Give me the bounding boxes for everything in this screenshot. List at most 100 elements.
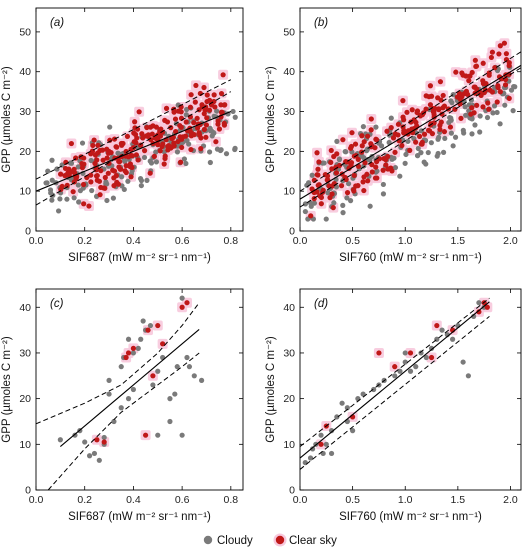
y-tick-label: 0 [289, 226, 295, 238]
clear-sky-point [497, 89, 503, 95]
clear-points [308, 40, 512, 219]
clear-sky-point [486, 106, 492, 112]
clear-sky-point [175, 138, 181, 145]
clear-sky-point [155, 322, 161, 329]
y-tick-label: 50 [19, 26, 31, 38]
cloudy-point [471, 313, 477, 320]
cloudy-point [402, 350, 408, 356]
clear-sky-point [161, 161, 167, 167]
x-tick-label: 0.0 [293, 235, 308, 247]
clear-sky-point [201, 84, 207, 91]
cloudy-point [448, 130, 454, 136]
clear-sky-point [468, 111, 474, 117]
cloudy-point [107, 124, 113, 130]
clear-sky-point [95, 142, 101, 148]
panel-tag: (d) [314, 298, 328, 310]
ci-upper-line [299, 297, 490, 447]
cloudy-point [138, 336, 144, 342]
x-tick-label: 2.0 [503, 494, 518, 506]
cloudy-point [472, 122, 478, 128]
clear-sky-point [86, 203, 92, 209]
cloudy-point [179, 295, 185, 301]
clear-sky-point [123, 163, 129, 169]
y-tick-label: 40 [283, 66, 295, 78]
x-tick-label: 0.5 [345, 235, 360, 247]
cloudy-point [423, 354, 429, 361]
clear-sky-point [80, 181, 87, 188]
cloudy-point [86, 453, 93, 459]
legend-cloudy-label: Cloudy [217, 535, 253, 547]
y-tick-label: 10 [19, 439, 31, 451]
cloudy-point [347, 198, 354, 204]
clear-sky-point [142, 432, 149, 438]
clear-sky-point [104, 155, 110, 161]
cloudy-point [371, 386, 377, 393]
clear-sky-point [361, 139, 367, 145]
clear-sky-point [212, 104, 218, 110]
cloudy-point [321, 160, 327, 166]
clear-sky-point [160, 341, 166, 347]
cloudy-point [359, 153, 365, 159]
cloudy-point [118, 405, 124, 411]
clear-sky-point [365, 133, 371, 139]
cloudy-point [415, 145, 421, 152]
clear-sky-point [414, 108, 421, 114]
legend-clear-label: Clear sky [289, 535, 337, 547]
y-tick-label: 10 [283, 186, 295, 198]
cloudy-point [206, 149, 213, 155]
cloudy-point [318, 432, 324, 438]
clear-sky-point [506, 60, 512, 66]
cloudy-point [191, 373, 197, 379]
cloudy-point [125, 336, 132, 342]
clear-sky-point [92, 152, 99, 158]
clear-sky-point [495, 83, 501, 89]
cloudy-point [392, 164, 399, 171]
y-tick-label: 50 [283, 26, 295, 38]
clear-sky-point [64, 182, 70, 188]
clear-sky-point [374, 175, 380, 181]
cloudy-point [423, 161, 429, 167]
clear-sky-point [206, 97, 213, 103]
clear-sky-point [221, 122, 228, 128]
cloudy-point [75, 164, 81, 170]
cloudy-point [418, 350, 424, 356]
cloudy-point [77, 188, 83, 194]
clear-sky-point [183, 119, 189, 125]
cloudy-points [302, 300, 487, 466]
clear-sky-point [392, 131, 398, 137]
y-tick-label: 40 [283, 302, 295, 314]
clear-sky-point [141, 148, 148, 154]
clear-sky-point [90, 142, 96, 149]
clear-sky-point [328, 147, 334, 154]
clear-sky-point [152, 135, 158, 141]
cloudy-point [460, 127, 466, 133]
clear-sky-point [193, 82, 199, 89]
cloudy-point [101, 434, 107, 441]
clear-sky-point [494, 99, 500, 105]
cloudy-point [502, 102, 508, 108]
cloudy-point [130, 350, 137, 356]
clear-sky-point [115, 181, 122, 187]
cloudy-point [184, 137, 190, 144]
clear-sky-point [132, 119, 138, 125]
clear-sky-point [453, 69, 459, 75]
ci-upper-line [35, 79, 232, 180]
clear-sky-point [188, 146, 194, 153]
clear-sky-point [428, 93, 435, 99]
y-axis-label: GPP (µmoles C m⁻²) [265, 336, 277, 443]
clear-sky-point [104, 146, 110, 152]
clear-sky-point [380, 167, 386, 173]
clear-sky-point [480, 78, 486, 84]
clear-sky-point [467, 73, 473, 79]
clear-sky-point [159, 143, 165, 150]
cloudy-point [64, 196, 70, 202]
clear-sky-point [151, 153, 157, 159]
clear-sky-point [206, 107, 213, 113]
cloudy-point [452, 134, 459, 140]
clear-sky-point [388, 125, 394, 131]
clear-sky-point [419, 139, 425, 145]
cloudy-point [476, 300, 482, 306]
clear-sky-point [158, 126, 164, 132]
cloudy-point [57, 196, 63, 202]
ci-upper-curve [35, 302, 200, 425]
